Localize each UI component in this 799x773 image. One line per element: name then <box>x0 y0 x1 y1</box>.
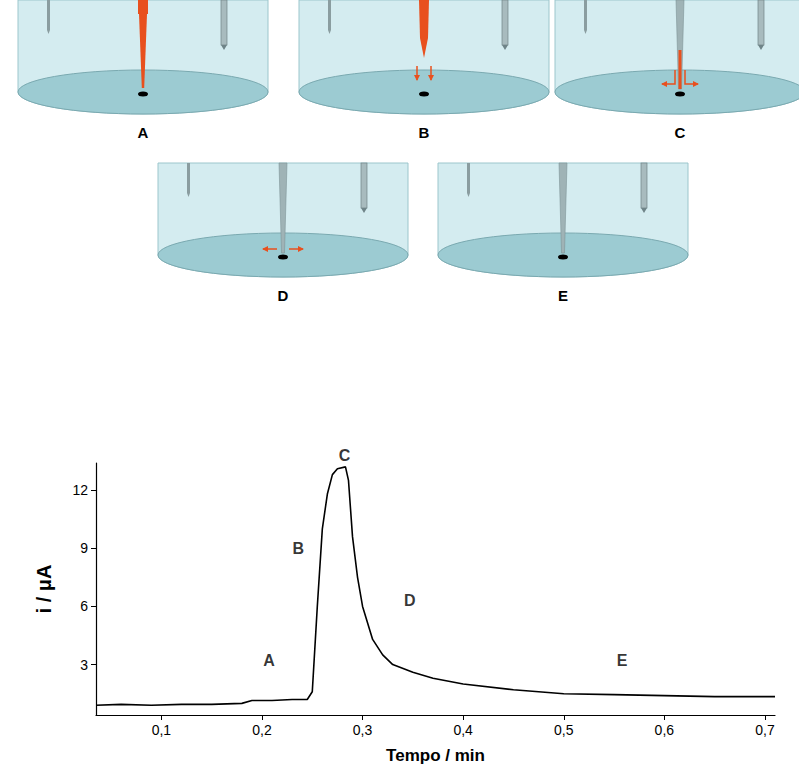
svg-text:0,6: 0,6 <box>655 722 675 738</box>
svg-text:9: 9 <box>80 540 88 556</box>
svg-text:12: 12 <box>72 482 88 498</box>
svg-text:C: C <box>675 124 686 141</box>
svg-text:0,2: 0,2 <box>252 722 272 738</box>
svg-text:D: D <box>404 592 416 609</box>
svg-text:Tempo / min: Tempo / min <box>386 746 485 765</box>
svg-text:C: C <box>339 447 351 464</box>
svg-text:B: B <box>292 540 304 557</box>
svg-text:3: 3 <box>80 657 88 673</box>
svg-text:0,4: 0,4 <box>453 722 473 738</box>
svg-text:0,7: 0,7 <box>755 722 775 738</box>
svg-text:B: B <box>419 124 430 141</box>
svg-text:0,3: 0,3 <box>353 722 373 738</box>
svg-text:D: D <box>278 287 289 304</box>
svg-text:0,5: 0,5 <box>554 722 574 738</box>
svg-text:0,1: 0,1 <box>152 722 172 738</box>
svg-text:i / μA: i / μA <box>33 565 55 614</box>
svg-text:A: A <box>263 652 275 669</box>
svg-text:6: 6 <box>80 598 88 614</box>
svg-text:E: E <box>617 652 628 669</box>
svg-text:E: E <box>558 287 568 304</box>
svg-text:A: A <box>138 124 149 141</box>
